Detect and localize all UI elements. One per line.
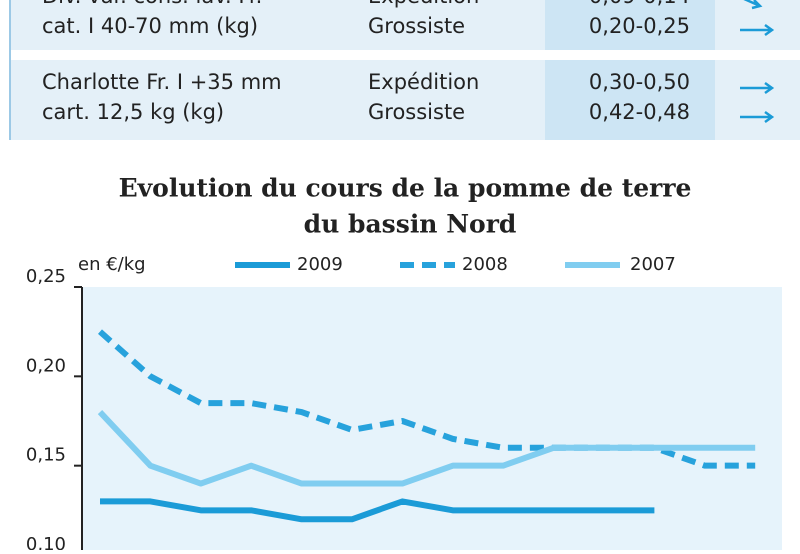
y-tick-label: 0,25 [26, 266, 66, 287]
chart-title: du bassin Nord [304, 210, 517, 239]
line-2009 [100, 498, 655, 523]
y-tick-label: 0,10 [26, 534, 66, 550]
line-2007 [97, 410, 756, 487]
y-axis-label: en €/kg [78, 254, 146, 275]
arrow-right [740, 81, 775, 95]
price: 0,20-0,25 [589, 14, 690, 38]
market: Grossiste [368, 14, 465, 38]
row-separator [10, 50, 800, 60]
chart-title: Evolution du cours de la pomme de terre [119, 174, 692, 203]
legend-label: 2007 [630, 254, 676, 275]
arrow-down [743, 0, 763, 10]
market: Expédition [368, 70, 479, 94]
product: Charlotte Fr. I +35 mm [42, 70, 282, 94]
product: Div. var. cons. lav. Fr. [42, 0, 262, 8]
market: Grossiste [368, 100, 465, 124]
product: cat. I 40-70 mm (kg) [42, 14, 258, 38]
legend-label: 2009 [297, 254, 343, 275]
trend-arrows [740, 0, 775, 124]
legend-label: 2008 [462, 254, 508, 275]
price-column [545, 0, 715, 140]
arrow-right [740, 110, 775, 124]
table-rows: Div. var. cons. lav. Fr. Expédition 0,09-0… [42, 0, 690, 124]
market: Expédition [368, 0, 479, 8]
price: 0,30-0,50 [589, 70, 690, 94]
y-tick-label: 0,15 [26, 445, 66, 466]
price: 0,42-0,48 [589, 100, 690, 124]
product: cart. 12,5 kg (kg) [42, 100, 224, 124]
y-tick-label: 0,20 [26, 355, 66, 376]
price: 0,09-0,14 [589, 0, 690, 8]
arrow-right [740, 23, 775, 37]
